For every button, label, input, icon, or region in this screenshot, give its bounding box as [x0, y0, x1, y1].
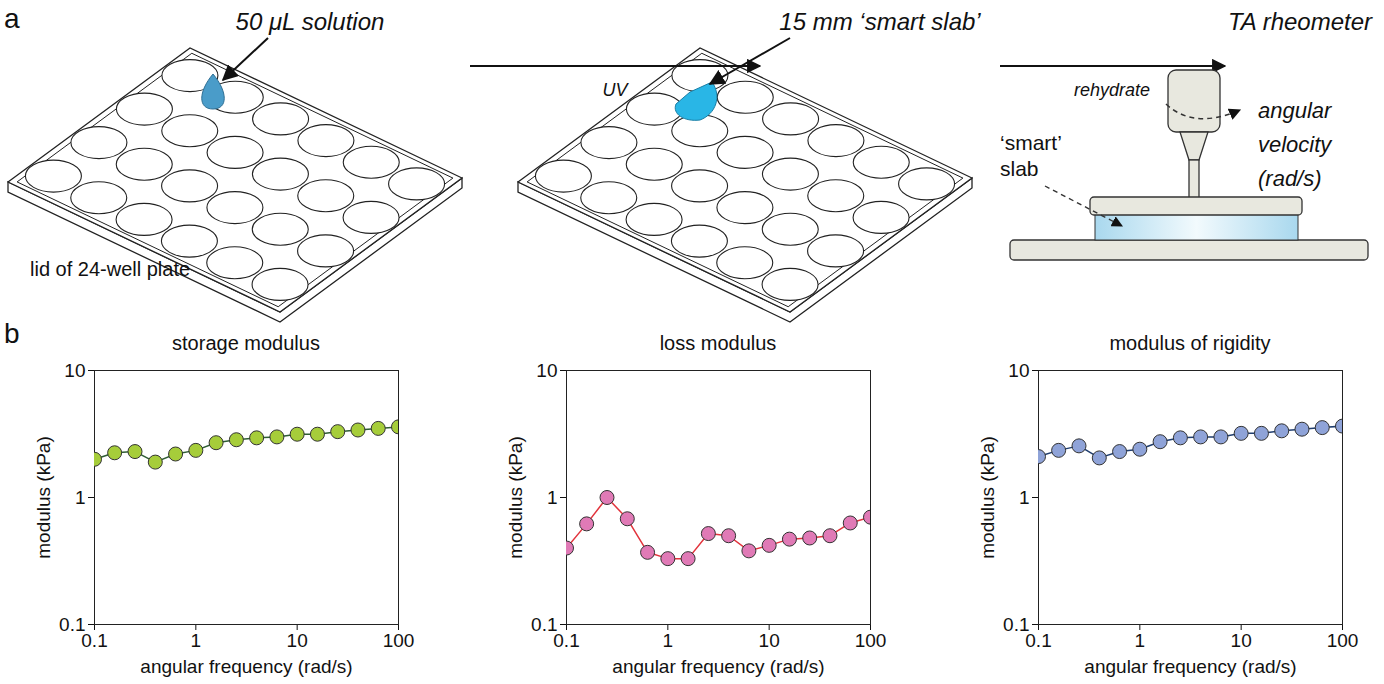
svg-text:0.1: 0.1	[1025, 630, 1051, 651]
svg-text:50 μL solution: 50 μL solution	[236, 8, 385, 35]
svg-text:10: 10	[287, 630, 308, 651]
svg-text:angular frequency (rad/s): angular frequency (rad/s)	[612, 656, 824, 677]
svg-text:modulus (kPa): modulus (kPa)	[505, 436, 526, 559]
svg-text:100: 100	[1327, 630, 1359, 651]
svg-text:1: 1	[191, 630, 202, 651]
svg-text:lid of 24-well plate: lid of 24-well plate	[30, 258, 190, 280]
svg-text:0.1: 0.1	[81, 630, 107, 651]
svg-text:1: 1	[1019, 487, 1030, 508]
svg-text:rehydrate: rehydrate	[1074, 80, 1150, 100]
html-text:modulus of rigidity: modulus of rigidity	[1109, 332, 1271, 354]
svg-text:100: 100	[383, 630, 415, 651]
svg-text:100: 100	[855, 630, 887, 651]
svg-text:1: 1	[1135, 630, 1146, 651]
svg-text:angular frequency (rad/s): angular frequency (rad/s)	[140, 656, 352, 677]
svg-text:10: 10	[759, 630, 780, 651]
svg-text:angular: angular	[1258, 98, 1333, 123]
svg-text:15 mm ‘smart slab’: 15 mm ‘smart slab’	[779, 8, 981, 35]
svg-text:a: a	[4, 3, 20, 34]
svg-text:10: 10	[1008, 360, 1029, 381]
svg-text:1: 1	[663, 630, 674, 651]
svg-text:0.1: 0.1	[531, 613, 558, 635]
html-text:b: b	[4, 318, 20, 349]
svg-text:10: 10	[1231, 630, 1252, 651]
html-text:storage modulus: storage modulus	[172, 332, 320, 354]
svg-text:(rad/s): (rad/s)	[1258, 166, 1322, 191]
svg-text:10: 10	[64, 360, 85, 381]
svg-text:0.1: 0.1	[553, 630, 579, 651]
svg-text:angular frequency (rad/s): angular frequency (rad/s)	[1084, 656, 1296, 677]
svg-text:velocity: velocity	[1258, 132, 1333, 157]
svg-text:1: 1	[547, 487, 558, 508]
svg-text:‘smart’: ‘smart’	[1000, 131, 1062, 154]
svg-text:slab: slab	[1000, 157, 1039, 180]
svg-text:modulus (kPa): modulus (kPa)	[977, 436, 998, 559]
svg-text:UV: UV	[602, 80, 629, 100]
svg-text:0.1: 0.1	[1003, 613, 1030, 635]
svg-text:TA rheometer: TA rheometer	[1228, 8, 1373, 35]
svg-text:10: 10	[536, 360, 557, 381]
svg-text:1: 1	[75, 487, 86, 508]
svg-text:0.1: 0.1	[59, 613, 86, 635]
svg-text:modulus (kPa): modulus (kPa)	[33, 436, 54, 559]
html-text:loss modulus: loss modulus	[659, 332, 777, 354]
